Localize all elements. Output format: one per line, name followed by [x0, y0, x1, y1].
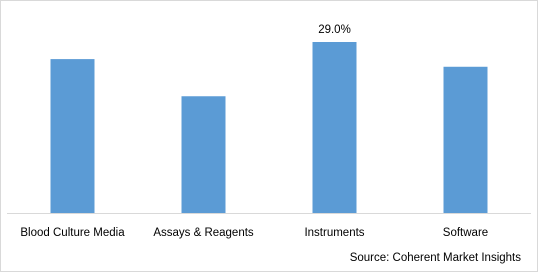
- bar: [181, 96, 226, 213]
- x-tick-label: Instruments: [304, 227, 364, 239]
- data-label: 29.0%: [318, 24, 351, 36]
- bar: [50, 59, 95, 213]
- x-tick-label: Blood Culture Media: [20, 227, 125, 239]
- x-tick-label: Assays & Reagents: [153, 227, 254, 239]
- source-note: Source: Coherent Market Insights: [350, 252, 522, 264]
- bar: [312, 42, 357, 213]
- bar: [443, 66, 488, 213]
- x-tick-label: Software: [443, 227, 488, 239]
